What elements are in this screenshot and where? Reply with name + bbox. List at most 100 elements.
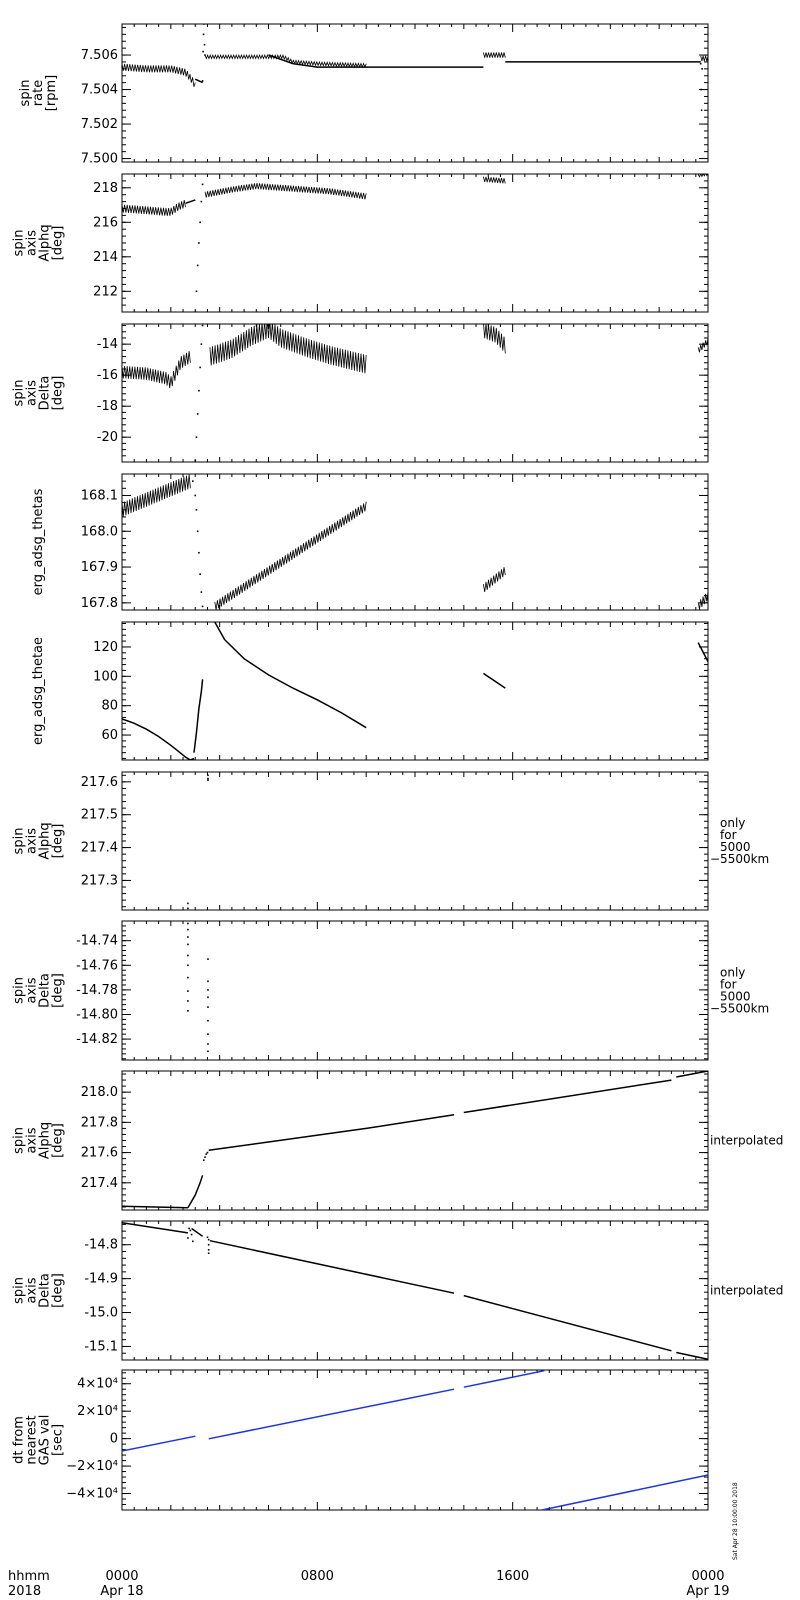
data-point: [200, 343, 203, 345]
panel-side-note: for: [720, 828, 737, 842]
y-tick-label: 167.9: [81, 560, 118, 575]
data-point: [194, 459, 197, 462]
y-axis-label: Alphq: [38, 224, 53, 261]
y-tick-label: -20: [97, 430, 118, 445]
series-line: [697, 642, 708, 662]
data-point: [190, 1233, 193, 1236]
series-scatter-band: [122, 351, 191, 389]
panel-side-note: interpolated: [710, 1134, 783, 1148]
panel-side-note: only: [720, 816, 745, 830]
plot-frame: [121, 1369, 709, 1511]
data-point: [202, 33, 205, 36]
y-axis-label: spin: [12, 230, 27, 257]
data-point: [187, 928, 189, 931]
series-line: [268, 54, 484, 68]
series-line: [122, 1205, 188, 1209]
panel-4: 167.8 167.9 168.0 168.1 erg_adsg_thetas: [31, 473, 709, 611]
panel-side-note: −5500km: [710, 1002, 769, 1016]
y-axis-label: [deg]: [51, 824, 66, 859]
y-tick-label: 212: [93, 284, 118, 299]
plot-frame: [121, 621, 709, 761]
data-point: [207, 779, 209, 782]
y-tick-label: 7.504: [81, 83, 118, 98]
data-layer: [122, 474, 708, 610]
series-line: [187, 1175, 204, 1209]
series-line: [463, 1294, 672, 1352]
y-axis-label: [deg]: [51, 1273, 66, 1308]
data-point: [196, 530, 199, 533]
y-axis-label: Delta: [38, 1273, 53, 1308]
data-point: [207, 777, 209, 780]
data-point: [187, 943, 189, 946]
data-layer: [122, 1221, 708, 1360]
y-tick-label: −4×10⁴: [66, 1487, 118, 1502]
data-point: [700, 88, 702, 91]
series-scatter-band: [483, 567, 506, 592]
y-tick-label: 7.506: [81, 48, 118, 63]
y-tick-label: 217.5: [81, 808, 118, 823]
y-axis-label: GAS val: [38, 1415, 53, 1466]
data-point: [207, 958, 209, 960]
series-scatter-band: [122, 474, 191, 517]
data-point: [207, 774, 209, 777]
data-point: [199, 573, 201, 576]
y-tick-label: -18: [97, 399, 118, 414]
y-tick-label: 214: [93, 250, 118, 265]
y-axis-label: spin: [12, 977, 27, 1004]
data-point: [201, 324, 204, 327]
plot-frame: [121, 1220, 709, 1361]
data-layer: [122, 174, 708, 312]
data-layer: [122, 1370, 708, 1510]
time-tick-label: 1600: [496, 1569, 529, 1584]
y-axis-label: Delta: [38, 376, 53, 411]
series-line: [676, 1351, 708, 1360]
series-scatter-band: [214, 501, 367, 610]
y-axis-label: axis: [25, 230, 40, 256]
plot-panels: 7.5007.5027.5047.506spinrate[rpm]2122142…: [12, 23, 783, 1511]
plot-frame: [121, 23, 709, 163]
data-point: [207, 1243, 210, 1246]
data-point: [202, 50, 204, 53]
series-line: [676, 1071, 708, 1078]
y-tick-label: 0: [110, 1432, 118, 1447]
y-axis-label: axis: [25, 1127, 40, 1153]
y-tick-label: -14.80: [76, 1007, 118, 1022]
series-line: [208, 1114, 455, 1152]
series-line: [214, 622, 367, 729]
panel-side-note: −5500km: [710, 852, 769, 866]
data-point: [196, 413, 199, 415]
series-line: [193, 679, 204, 753]
y-axis-label: erg_adsg_thetas: [31, 488, 46, 595]
y-tick-label: 60: [101, 728, 118, 743]
panel-side-note: interpolated: [710, 1284, 783, 1298]
plot-frame: [121, 173, 709, 313]
y-tick-label: -14.78: [76, 983, 118, 998]
plot-frame: [121, 473, 709, 611]
data-point: [207, 996, 209, 999]
y-axis-label: rate: [31, 80, 46, 106]
data-layer: [187, 922, 209, 1053]
data-point: [207, 1252, 210, 1255]
y-axis-label: axis: [25, 1277, 40, 1303]
y-axis-label: axis: [25, 380, 40, 406]
data-point: [187, 922, 189, 925]
data-layer: [122, 1071, 708, 1209]
data-point: [207, 980, 209, 983]
y-tick-label: 216: [93, 215, 118, 230]
data-point: [207, 989, 209, 991]
data-point: [195, 436, 198, 438]
y-axis-label: [deg]: [51, 1123, 66, 1158]
y-axis-label: spin: [18, 80, 33, 107]
y-axis-label: [deg]: [51, 226, 66, 261]
data-point: [699, 62, 702, 65]
y-tick-label: 168.0: [81, 524, 118, 539]
y-axis-label: [sec]: [51, 1424, 66, 1456]
y-axis-label: spin: [12, 1127, 27, 1154]
data-point: [207, 1019, 209, 1022]
series-scatter-band: [204, 53, 367, 69]
data-point: [207, 1033, 209, 1035]
data-point: [199, 221, 201, 224]
y-axis-label: Alphq: [38, 822, 53, 859]
